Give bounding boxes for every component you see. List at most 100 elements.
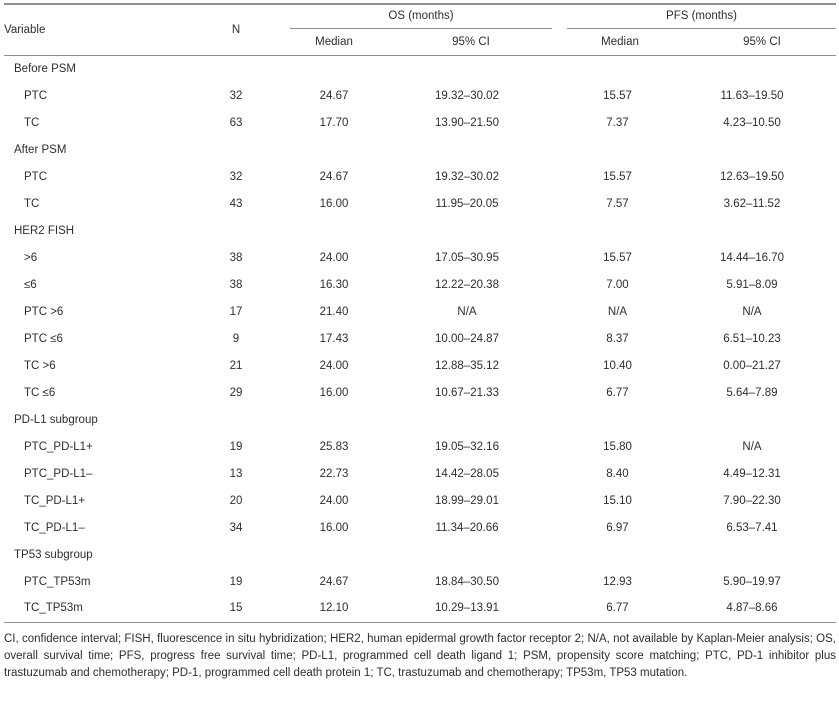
pfs-ci-cell	[688, 541, 836, 568]
pfs-ci-cell: 6.53–7.41	[726, 521, 778, 534]
variable-cell: PTC_PD-L1+	[24, 440, 93, 453]
table-row: ≤6 38 16.30 12.22–20.38 7.00 5.91–8.09	[4, 271, 836, 298]
os-ci-cell: 10.29–13.91	[390, 595, 552, 623]
n-cell: 15	[194, 595, 278, 623]
n-cell: 32	[229, 89, 243, 102]
variable-cell: TC	[24, 116, 40, 129]
os-ci-cell: 19.05–32.16	[435, 440, 499, 453]
n-cell: 20	[229, 494, 243, 507]
os-median-cell: 17.70	[319, 116, 349, 129]
subheader-pfs-median: Median	[552, 30, 688, 56]
os-median-cell: 16.30	[319, 278, 349, 291]
group-header-row: Variable N OS (months) PFS (months)	[4, 4, 836, 56]
variable-cell: PD-L1 subgroup	[14, 413, 98, 426]
subheader-os-median: Median	[278, 30, 390, 56]
pfs-median-cell	[552, 541, 688, 568]
table-row: TC >6 21 24.00 12.88–35.12 10.40 0.00–21…	[4, 352, 836, 379]
os-ci-cell: N/A	[457, 305, 477, 318]
pfs-median-cell: 10.40	[603, 359, 632, 372]
pfs-median-cell: 15.57	[603, 170, 632, 183]
n-cell: 19	[229, 440, 243, 453]
pfs-ci-cell: 11.63–19.50	[720, 89, 784, 102]
pfs-median-cell	[552, 136, 688, 163]
pfs-median-cell: N/A	[607, 305, 628, 318]
os-ci-cell: 18.84–30.50	[435, 575, 499, 588]
pfs-ci-cell	[688, 136, 836, 163]
group-header-os-label: OS (months)	[290, 6, 552, 29]
table-row: PTC 32 24.67 19.32–30.02 15.57 11.63–19.…	[4, 82, 836, 109]
os-ci-cell: 12.88–35.12	[435, 359, 499, 372]
pfs-ci-cell: 4.49–12.31	[723, 467, 781, 480]
n-cell: 34	[229, 521, 243, 534]
table-row: TC_PD-L1– 34 16.00 11.34–20.66 6.97 6.53…	[4, 514, 836, 541]
variable-cell: PTC	[24, 170, 47, 183]
os-median-cell: 24.67	[319, 170, 349, 183]
n-cell: 17	[229, 305, 243, 318]
table-row: PTC ≤6 9 17.43 10.00–24.87 8.37 6.51–10.…	[4, 325, 836, 352]
group-header-pfs-label: PFS (months)	[567, 6, 836, 29]
pfs-ci-cell: 5.64–7.89	[726, 386, 778, 399]
pfs-median-cell: 12.93	[603, 575, 632, 588]
pfs-ci-cell	[688, 406, 836, 433]
table-row: PTC >6 17 21.40 N/A N/A N/A	[4, 298, 836, 325]
pfs-median-cell: 6.77	[552, 595, 688, 623]
table-row: PTC_PD-L1+ 19 25.83 19.05–32.16 15.80 N/…	[4, 433, 836, 460]
pfs-median-cell: 15.57	[603, 251, 632, 264]
variable-cell: TC	[24, 197, 40, 210]
os-median-cell: 24.67	[319, 575, 349, 588]
n-cell	[194, 55, 278, 82]
table-body: Before PSM PTC 32 24.67 19.32–30.02 15.5…	[4, 55, 836, 623]
variable-cell: PTC_PD-L1–	[24, 467, 93, 480]
n-cell: 43	[229, 197, 243, 210]
pfs-ci-cell: N/A	[742, 440, 762, 453]
pfs-median-cell: 8.40	[606, 467, 629, 480]
survival-statistics-table: Variable N OS (months) PFS (months) Medi…	[4, 3, 836, 623]
variable-cell: Before PSM	[14, 62, 76, 75]
variable-cell: After PSM	[14, 143, 67, 156]
pfs-median-cell: 7.37	[606, 116, 629, 129]
pfs-ci-cell	[688, 217, 836, 244]
pfs-median-cell: 15.80	[603, 440, 632, 453]
os-median-cell	[278, 136, 390, 163]
os-median-cell: 22.73	[319, 467, 349, 480]
variable-cell: ≤6	[24, 278, 37, 291]
pfs-ci-cell: 4.87–8.66	[688, 595, 836, 623]
n-cell	[194, 217, 278, 244]
pfs-ci-cell: 5.91–8.09	[726, 278, 778, 291]
pfs-median-cell	[552, 406, 688, 433]
os-median-cell	[278, 55, 390, 82]
os-ci-cell	[390, 217, 552, 244]
variable-cell: TC >6	[24, 359, 56, 372]
n-cell: 38	[229, 251, 243, 264]
section-row: PD-L1 subgroup	[4, 406, 836, 433]
os-ci-cell: 10.67–21.33	[435, 386, 499, 399]
pfs-ci-cell: 14.44–16.70	[720, 251, 784, 264]
os-ci-cell: 18.99–29.01	[435, 494, 499, 507]
variable-cell: PTC ≤6	[24, 332, 63, 345]
os-ci-cell: 13.90–21.50	[435, 116, 499, 129]
section-row: HER2 FISH	[4, 217, 836, 244]
table-row: TC ≤6 29 16.00 10.67–21.33 6.77 5.64–7.8…	[4, 379, 836, 406]
pfs-median-cell: 6.77	[606, 386, 629, 399]
pfs-ci-cell: 12.63–19.50	[720, 170, 784, 183]
pfs-median-cell: 15.57	[603, 89, 632, 102]
pfs-ci-cell: 5.90–19.97	[723, 575, 781, 588]
n-cell: 32	[229, 170, 243, 183]
table-row: TC 43 16.00 11.95–20.05 7.57 3.62–11.52	[4, 190, 836, 217]
os-ci-cell	[390, 55, 552, 82]
n-cell: 19	[229, 575, 243, 588]
os-median-cell: 16.00	[319, 521, 349, 534]
table-row: TC 63 17.70 13.90–21.50 7.37 4.23–10.50	[4, 109, 836, 136]
os-median-cell: 25.83	[319, 440, 349, 453]
group-header-os: OS (months)	[278, 4, 552, 30]
pfs-median-cell: 8.37	[606, 332, 629, 345]
variable-cell: HER2 FISH	[14, 224, 75, 237]
variable-cell: PTC >6	[24, 305, 64, 318]
variable-cell: TC_PD-L1–	[24, 521, 85, 534]
pfs-median-cell	[552, 217, 688, 244]
n-cell	[194, 541, 278, 568]
pfs-ci-cell: 4.23–10.50	[723, 116, 781, 129]
os-median-cell	[278, 217, 390, 244]
os-median-cell	[278, 406, 390, 433]
pfs-ci-cell: 0.00–21.27	[723, 359, 781, 372]
